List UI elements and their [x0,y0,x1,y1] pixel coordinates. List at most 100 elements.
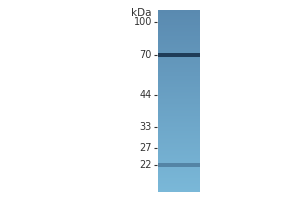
Bar [158,62,200,63]
Bar [158,11,200,12]
Bar [158,140,200,141]
Bar [158,42,200,43]
Bar [158,163,200,167]
Bar [158,26,200,27]
Bar [158,43,200,44]
Bar [158,125,200,126]
Bar [158,127,200,128]
Bar [158,157,200,158]
Bar [158,187,200,188]
Bar [158,141,200,142]
Bar [158,162,200,163]
Bar [158,95,200,96]
Bar [158,190,200,191]
Bar [158,88,200,89]
Bar [158,172,200,173]
Bar [158,91,200,92]
Bar [158,71,200,72]
Bar [158,165,200,166]
Bar [158,118,200,119]
Bar [158,132,200,133]
Bar [158,85,200,86]
Bar [158,90,200,91]
Bar [158,57,200,58]
Bar [158,139,200,140]
Bar [158,173,200,174]
Bar [158,61,200,62]
Bar [158,83,200,84]
Bar [158,67,200,68]
Bar [158,15,200,16]
Bar [158,181,200,182]
Bar [158,147,200,148]
Bar [158,131,200,132]
Bar [158,70,200,71]
Bar [158,59,200,60]
Bar [158,144,200,145]
Bar [158,93,200,94]
Bar [158,53,200,54]
Bar [158,46,200,47]
Bar [158,133,200,134]
Bar [158,23,200,24]
Bar [158,39,200,40]
Bar [158,126,200,127]
Bar [158,161,200,162]
Bar [158,107,200,108]
Bar [158,150,200,151]
Bar [158,151,200,152]
Bar [158,38,200,39]
Bar [158,80,200,81]
Bar [158,79,200,80]
Bar [158,123,200,124]
Bar [158,180,200,181]
Bar [158,37,200,38]
Bar [158,69,200,70]
Bar [158,146,200,147]
Bar [158,30,200,31]
Bar [158,52,200,53]
Bar [158,13,200,14]
Bar [158,17,200,18]
Bar [158,73,200,74]
Bar [158,110,200,111]
Bar [158,10,200,11]
Bar [158,116,200,117]
Bar [158,53,200,57]
Bar [158,188,200,189]
Bar [158,105,200,106]
Text: 33: 33 [140,122,152,132]
Bar [158,171,200,172]
Bar [158,45,200,46]
Bar [158,154,200,155]
Bar [158,121,200,122]
Bar [158,28,200,29]
Bar [158,124,200,125]
Bar [158,76,200,77]
Bar [158,94,200,95]
Bar [158,84,200,85]
Bar [158,113,200,114]
Bar [158,33,200,34]
Bar [158,135,200,136]
Bar [158,136,200,137]
Bar [158,175,200,176]
Bar [158,111,200,112]
Bar [158,58,200,59]
Bar [158,64,200,65]
Bar [158,108,200,109]
Bar [158,56,200,57]
Bar [158,49,200,50]
Bar [158,18,200,19]
Bar [158,16,200,17]
Bar [158,100,200,101]
Bar [158,89,200,90]
Bar [158,184,200,185]
Bar [158,102,200,103]
Bar [158,117,200,118]
Bar [158,137,200,138]
Bar [158,104,200,105]
Text: 27: 27 [140,143,152,153]
Bar [158,41,200,42]
Bar [158,158,200,159]
